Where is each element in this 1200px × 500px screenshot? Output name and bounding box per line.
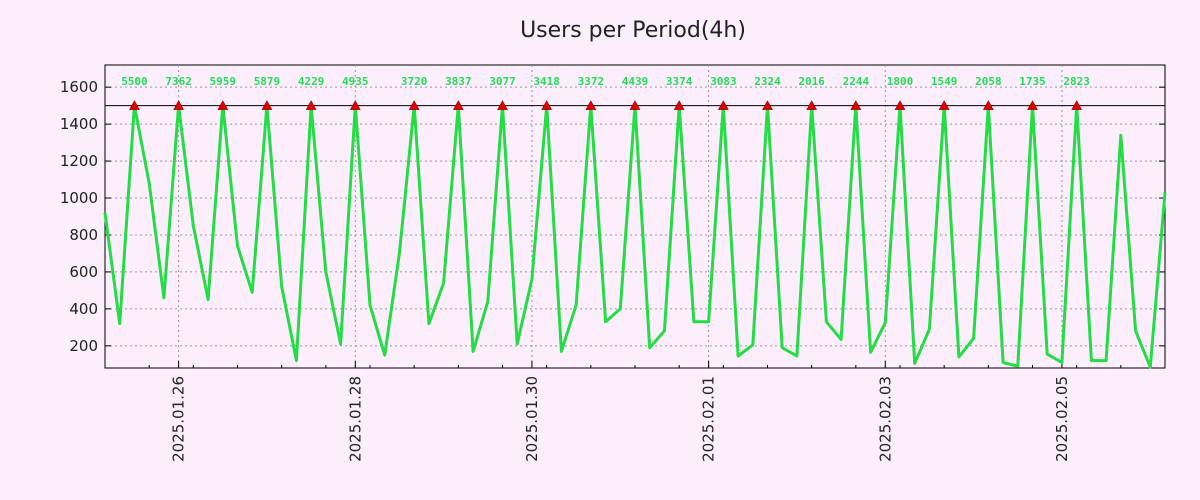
peak-marker <box>305 100 317 110</box>
peak-label: 7362 <box>165 75 192 88</box>
peak-marker <box>1027 100 1038 110</box>
peak-marker <box>938 100 950 110</box>
peak-marker <box>1071 100 1083 110</box>
peak-label: 5500 <box>121 75 148 88</box>
peak-value-labels: 5500 7362 5959 5879 4229 4935 3720 3837 3077 3418… <box>121 75 1090 88</box>
x-tick-label: 2025.02.05 <box>1053 376 1071 462</box>
peak-marker <box>894 100 906 110</box>
x-axis: 2025.01.26 2025.01.28 2025.01.30 2025.02.01… <box>104 361 1166 462</box>
y-tick-label: 200 <box>69 337 98 355</box>
peak-marker <box>585 100 597 110</box>
peak-marker <box>806 100 818 110</box>
peak-marker <box>673 100 685 110</box>
peak-label: 3077 <box>489 75 516 88</box>
peak-marker <box>129 100 140 110</box>
x-tick-label: 2025.01.30 <box>523 376 541 462</box>
peak-label: 2244 <box>843 75 870 88</box>
y-tick-label: 1400 <box>60 115 98 133</box>
peak-marker <box>497 100 508 110</box>
grid-lines <box>105 65 1165 368</box>
peak-label: 3720 <box>401 75 428 88</box>
x-tick-label: 2025.01.28 <box>346 376 364 462</box>
peak-marker <box>261 100 273 110</box>
peak-label: 3374 <box>666 75 693 88</box>
peak-marker <box>717 100 729 110</box>
peak-label: 2823 <box>1063 75 1090 88</box>
chart-title: Users per Period(4h) <box>520 18 746 43</box>
peak-label: 5959 <box>210 75 237 88</box>
peak-marker <box>541 100 553 110</box>
peak-label: 2058 <box>975 75 1002 88</box>
peak-label: 3418 <box>533 75 560 88</box>
peak-label: 3083 <box>710 75 737 88</box>
y-tick-label: 1200 <box>60 152 98 170</box>
peak-label: 3837 <box>445 75 472 88</box>
y-axis: 200 400 600 800 1000 1200 1400 1600 <box>60 78 1165 355</box>
peak-label: 5879 <box>254 75 281 88</box>
peak-marker <box>408 100 420 110</box>
x-tick-label: 2025.02.03 <box>876 376 894 462</box>
peak-marker <box>217 100 229 110</box>
y-tick-label: 1000 <box>60 189 98 207</box>
peak-label: 1735 <box>1019 75 1046 88</box>
peak-label: 4935 <box>342 75 369 88</box>
peak-marker <box>982 100 994 110</box>
y-tick-label: 1600 <box>60 78 98 96</box>
peak-marker <box>349 100 361 110</box>
peak-marker <box>629 100 641 110</box>
peak-marker <box>173 100 185 110</box>
peak-label: 2324 <box>754 75 781 88</box>
peak-label: 4439 <box>622 75 649 88</box>
peak-markers <box>129 100 1083 110</box>
peak-label: 3372 <box>578 75 605 88</box>
y-tick-label: 400 <box>69 300 98 318</box>
peak-label: 4229 <box>298 75 325 88</box>
peak-marker <box>762 100 773 110</box>
peak-label: 1800 <box>887 75 914 88</box>
x-tick-label: 2025.01.26 <box>170 376 188 462</box>
x-tick-label: 2025.02.01 <box>700 376 718 462</box>
peak-label: 1549 <box>931 75 958 88</box>
y-tick-label: 800 <box>69 226 98 244</box>
peak-marker <box>452 100 464 110</box>
peak-marker <box>850 100 862 110</box>
peak-label: 2016 <box>798 75 825 88</box>
y-tick-label: 600 <box>69 263 98 281</box>
